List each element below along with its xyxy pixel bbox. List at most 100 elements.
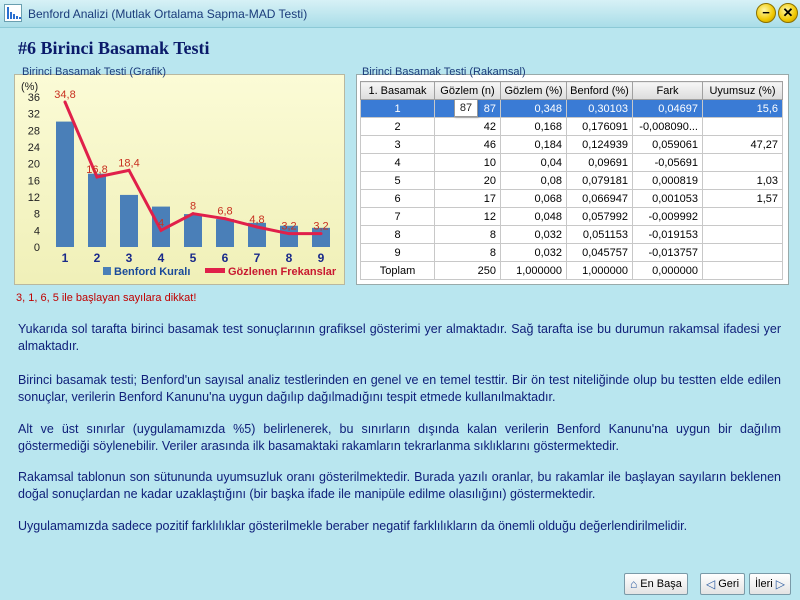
table-cell: 5 <box>360 171 435 190</box>
table-cell: -0,013757 <box>632 243 703 262</box>
warning-text: 3, 1, 6, 5 ile başlayan sayılara dikkat! <box>16 292 197 304</box>
table-cell: 17 <box>434 189 501 208</box>
table-row[interactable]: 7 12 0,048 0,057992 -0,009992 <box>360 207 783 226</box>
minimize-button[interactable]: − <box>756 3 776 23</box>
table-cell: 0,051153 <box>566 225 633 244</box>
table-cell: 250 <box>434 261 501 280</box>
paragraph-4: Rakamsal tablonun son sütununda uyumsuzl… <box>18 470 781 501</box>
bar-benford <box>88 173 106 247</box>
y-tick-label: 20 <box>28 159 40 171</box>
table-cell <box>702 225 783 244</box>
y-tick-label: 28 <box>28 125 40 137</box>
paragraph-5: Uygulamamızda sadece pozitif farklılıkla… <box>18 519 688 533</box>
chart-caption: Birinci Basamak Testi (Grafik) <box>22 66 167 78</box>
column-header[interactable]: Gözlem (%) <box>500 81 567 100</box>
paragraph-3: Alt ve üst sınırlar (uygulamamızda %5) b… <box>18 422 781 453</box>
y-tick-label: 12 <box>28 192 40 204</box>
bar-benford <box>216 219 234 247</box>
data-label: 3,2 <box>281 221 296 233</box>
line-point <box>255 225 259 229</box>
table-cell <box>702 207 783 226</box>
table-cell: 0,09691 <box>566 153 633 172</box>
home-icon: ⌂ <box>630 577 638 591</box>
table-cell: 2 <box>360 117 435 136</box>
table-cell: 42 <box>434 117 501 136</box>
table-cell: 12 <box>434 207 501 226</box>
home-button-label: En Başa <box>640 578 682 590</box>
line-point <box>191 212 195 216</box>
y-tick-label: 8 <box>34 209 40 221</box>
next-button-label: İleri <box>755 578 773 590</box>
data-label: 3,2 <box>313 221 328 233</box>
table-row[interactable]: 1 87 0,348 0,30103 0,04697 15,6 <box>360 99 783 118</box>
app-chart-icon <box>4 4 22 22</box>
table-row[interactable]: 5 20 0,08 0,079181 0,000819 1,03 <box>360 171 783 190</box>
column-header[interactable]: 1. Basamak <box>360 81 435 100</box>
table-cell: 0,08 <box>500 171 567 190</box>
column-header[interactable]: Fark <box>632 81 703 100</box>
table-cell: 0,057992 <box>566 207 633 226</box>
results-table: 1. Basamak Gözlem (n) Gözlem (%) Benford (%… <box>360 81 783 280</box>
legend-label-benford: Benford Kuralı <box>114 266 190 278</box>
x-tick-label: 3 <box>126 251 133 265</box>
bar-benford <box>184 214 202 247</box>
close-button[interactable]: ✕ <box>778 3 798 23</box>
bar-benford <box>152 206 170 247</box>
table-cell: 0,032 <box>500 243 567 262</box>
y-tick-label: 16 <box>28 175 40 187</box>
table-cell: 8 <box>434 225 501 244</box>
home-button[interactable]: ⌂ En Başa <box>624 573 688 595</box>
x-tick-label: 4 <box>158 251 165 265</box>
table-cell: 0,001053 <box>632 189 703 208</box>
bar-benford <box>56 121 74 247</box>
table-cell <box>702 117 783 136</box>
back-arrow-icon: ◁ <box>706 577 716 591</box>
table-cell: 8 <box>434 243 501 262</box>
line-point <box>319 232 323 236</box>
table-cell: 47,27 <box>702 135 783 154</box>
table-cell: 0,30103 <box>566 99 633 118</box>
table-cell: -0,019153 <box>632 225 703 244</box>
line-point <box>287 232 291 236</box>
x-tick-label: 6 <box>222 251 229 265</box>
bar-benford <box>120 194 138 247</box>
table-row[interactable]: 4 10 0,04 0,09691 -0,05691 <box>360 153 783 172</box>
table-cell: 0,184 <box>500 135 567 154</box>
table-cell: 1 <box>360 99 435 118</box>
x-tick-label: 5 <box>190 251 197 265</box>
table-row[interactable]: 3 46 0,184 0,124939 0,059061 47,27 <box>360 135 783 154</box>
table-cell: 6 <box>360 189 435 208</box>
table-row[interactable]: 6 17 0,068 0,066947 0,001053 1,57 <box>360 189 783 208</box>
page-title: #6 Birinci Basamak Testi <box>18 38 210 58</box>
line-point <box>159 228 163 232</box>
table-row[interactable]: 9 8 0,032 0,045757 -0,013757 <box>360 243 783 262</box>
column-header[interactable]: Uyumsuz (%) <box>702 81 783 100</box>
table-cell: 1,03 <box>702 171 783 190</box>
back-button[interactable]: ◁ Geri <box>700 573 746 595</box>
table-cell: -0,008090... <box>632 117 703 136</box>
data-label: 34,8 <box>54 89 75 101</box>
table-cell: 15,6 <box>702 99 783 118</box>
y-tick-label: 32 <box>28 109 40 121</box>
table-panel: 1. Basamak Gözlem (n) Gözlem (%) Benford (%… <box>356 74 789 285</box>
table-cell <box>702 153 783 172</box>
table-cell: 0,068 <box>500 189 567 208</box>
table-row[interactable]: 2 42 0,168 0,176091 -0,008090... <box>360 117 783 136</box>
table-row[interactable]: 8 8 0,032 0,051153 -0,019153 <box>360 225 783 244</box>
data-label: 16,8 <box>86 164 107 176</box>
column-header[interactable]: Benford (%) <box>566 81 633 100</box>
table-total-row[interactable]: Toplam 250 1,000000 1,000000 0,000000 <box>360 261 783 280</box>
column-header[interactable]: Gözlem (n) <box>434 81 501 100</box>
table-header-row: 1. Basamak Gözlem (n) Gözlem (%) Benford (%… <box>360 81 783 100</box>
table-cell: 0,079181 <box>566 171 633 190</box>
x-tick-label: 9 <box>318 251 325 265</box>
paragraph-2: Birinci basamak testi; Benford'un sayısa… <box>18 373 781 404</box>
next-button[interactable]: İleri ▷ <box>749 573 791 595</box>
data-label: 18,4 <box>118 157 139 169</box>
x-tick-label: 8 <box>286 251 293 265</box>
table-cell <box>702 243 783 262</box>
table-cell: 4 <box>360 153 435 172</box>
bar-benford <box>280 225 298 247</box>
legend-label-observed: Gözlenen Frekanslar <box>228 266 337 278</box>
table-cell: -0,009992 <box>632 207 703 226</box>
